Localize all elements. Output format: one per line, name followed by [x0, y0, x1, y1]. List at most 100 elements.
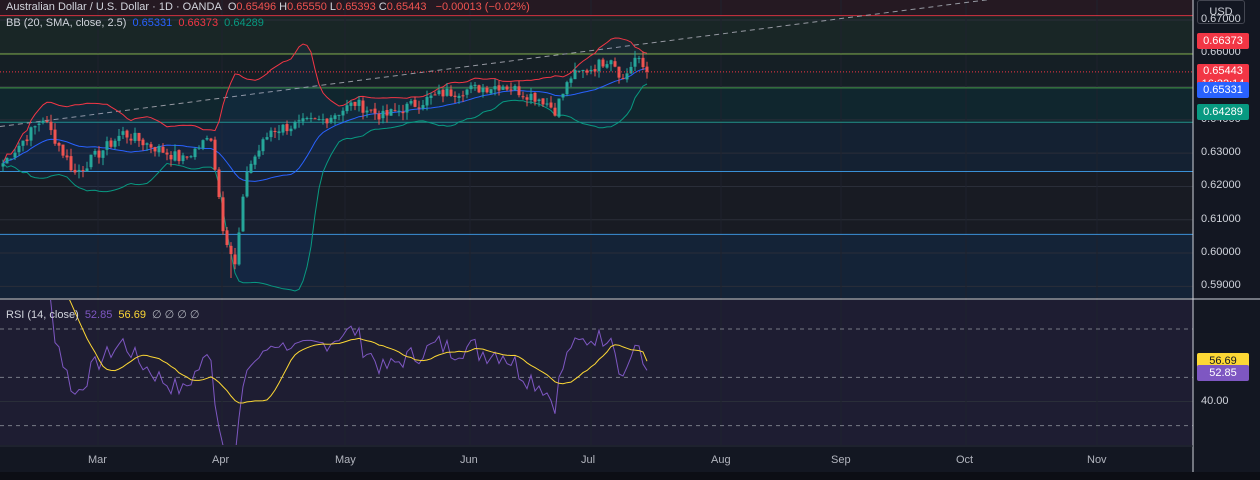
- candle-body: [105, 141, 109, 150]
- candle: [593, 64, 597, 77]
- candle-body: [197, 147, 201, 149]
- bb-upper-line: [2, 37, 648, 164]
- candle: [481, 83, 485, 98]
- candle-body: [21, 140, 25, 146]
- candle: [417, 100, 421, 114]
- candle: [373, 102, 377, 120]
- candle: [401, 104, 405, 121]
- zone-band: [0, 234, 1193, 298]
- candle-body: [437, 90, 441, 95]
- candle: [321, 113, 325, 125]
- last-price: 0.65443: [1203, 64, 1243, 77]
- candle: [81, 165, 85, 178]
- time-tick: Aug: [711, 454, 731, 466]
- candle-body: [341, 110, 345, 116]
- candle: [357, 96, 361, 112]
- grid-lines: [0, 0, 1193, 445]
- candle-body: [293, 122, 297, 129]
- candle: [45, 116, 49, 124]
- candle-body: [265, 137, 269, 140]
- candle-body: [305, 117, 309, 119]
- candle: [449, 85, 453, 97]
- symbol-legend: Australian Dollar / U.S. Dollar · 1D · O…: [6, 1, 533, 13]
- candle-body: [485, 87, 489, 93]
- candle: [129, 133, 133, 145]
- candle: [445, 82, 449, 97]
- candle: [501, 84, 505, 90]
- time-tick: Nov: [1087, 454, 1107, 466]
- candle-body: [325, 118, 329, 124]
- time-tick: May: [335, 454, 356, 466]
- candle-body: [117, 135, 121, 141]
- candle: [509, 82, 513, 95]
- candle-body: [509, 89, 513, 91]
- candle-body: [153, 147, 157, 152]
- candle: [465, 88, 469, 99]
- candle-body: [5, 157, 9, 164]
- candle-body: [553, 107, 557, 116]
- candle: [209, 137, 213, 142]
- price-tick: 0.66000: [1201, 46, 1241, 59]
- rsi-line: [50, 300, 648, 445]
- candle: [225, 226, 229, 248]
- rsi-tag: 52.85: [1197, 365, 1249, 382]
- candle: [229, 242, 233, 279]
- candle: [557, 98, 561, 119]
- candle-body: [149, 144, 153, 148]
- candle: [173, 144, 177, 162]
- candle: [585, 68, 589, 76]
- candle-body: [605, 64, 609, 68]
- candle: [609, 59, 613, 72]
- candle: [273, 127, 277, 138]
- candle: [457, 93, 461, 104]
- rsi-legend[interactable]: RSI (14, close) 52.85 56.69 ∅ ∅ ∅ ∅: [6, 308, 203, 321]
- candle: [601, 57, 605, 69]
- candle: [441, 88, 445, 103]
- ohlc-l: L0.65393: [329, 1, 376, 13]
- candle: [241, 194, 245, 232]
- candle-body: [569, 78, 573, 83]
- candle-body: [241, 196, 245, 232]
- candle: [253, 154, 257, 170]
- candle-body: [61, 144, 65, 156]
- candle: [521, 91, 525, 100]
- candle: [489, 89, 493, 95]
- candle: [569, 76, 573, 88]
- rsi-ma-tag: 56.69: [1197, 353, 1249, 370]
- candle-body: [173, 151, 177, 161]
- candle-body: [441, 89, 445, 97]
- candle-body: [641, 57, 645, 68]
- candle-body: [209, 138, 213, 141]
- price-tick: 0.59000: [1201, 279, 1241, 292]
- candle: [341, 107, 345, 122]
- candle: [57, 141, 61, 152]
- candle: [37, 121, 41, 132]
- rsi-ma-value: 56.69: [118, 309, 146, 321]
- candle: [325, 118, 329, 129]
- currency-button[interactable]: USD: [1197, 0, 1245, 24]
- price-tick: 0.60000: [1201, 246, 1241, 259]
- candle-body: [585, 70, 589, 73]
- candle-body: [233, 254, 237, 265]
- bb-legend[interactable]: BB (20, SMA, close, 2.5) 0.65331 0.66373…: [6, 17, 267, 29]
- candle-body: [85, 168, 89, 172]
- candle: [333, 113, 337, 125]
- candle-body: [193, 148, 197, 158]
- candle-body: [41, 120, 45, 123]
- candle-body: [249, 163, 253, 173]
- candle-body: [449, 89, 453, 96]
- price-tick: 0.67000: [1201, 12, 1241, 25]
- candle-body: [313, 118, 317, 120]
- candle-body: [445, 88, 449, 96]
- candle-body: [453, 95, 457, 97]
- candle-body: [401, 111, 405, 114]
- candle: [353, 101, 357, 111]
- candle-body: [625, 73, 629, 80]
- candle-body: [277, 131, 281, 134]
- candle: [517, 81, 521, 98]
- candle-body: [593, 69, 597, 72]
- candle-body: [637, 58, 641, 60]
- candle: [645, 61, 649, 79]
